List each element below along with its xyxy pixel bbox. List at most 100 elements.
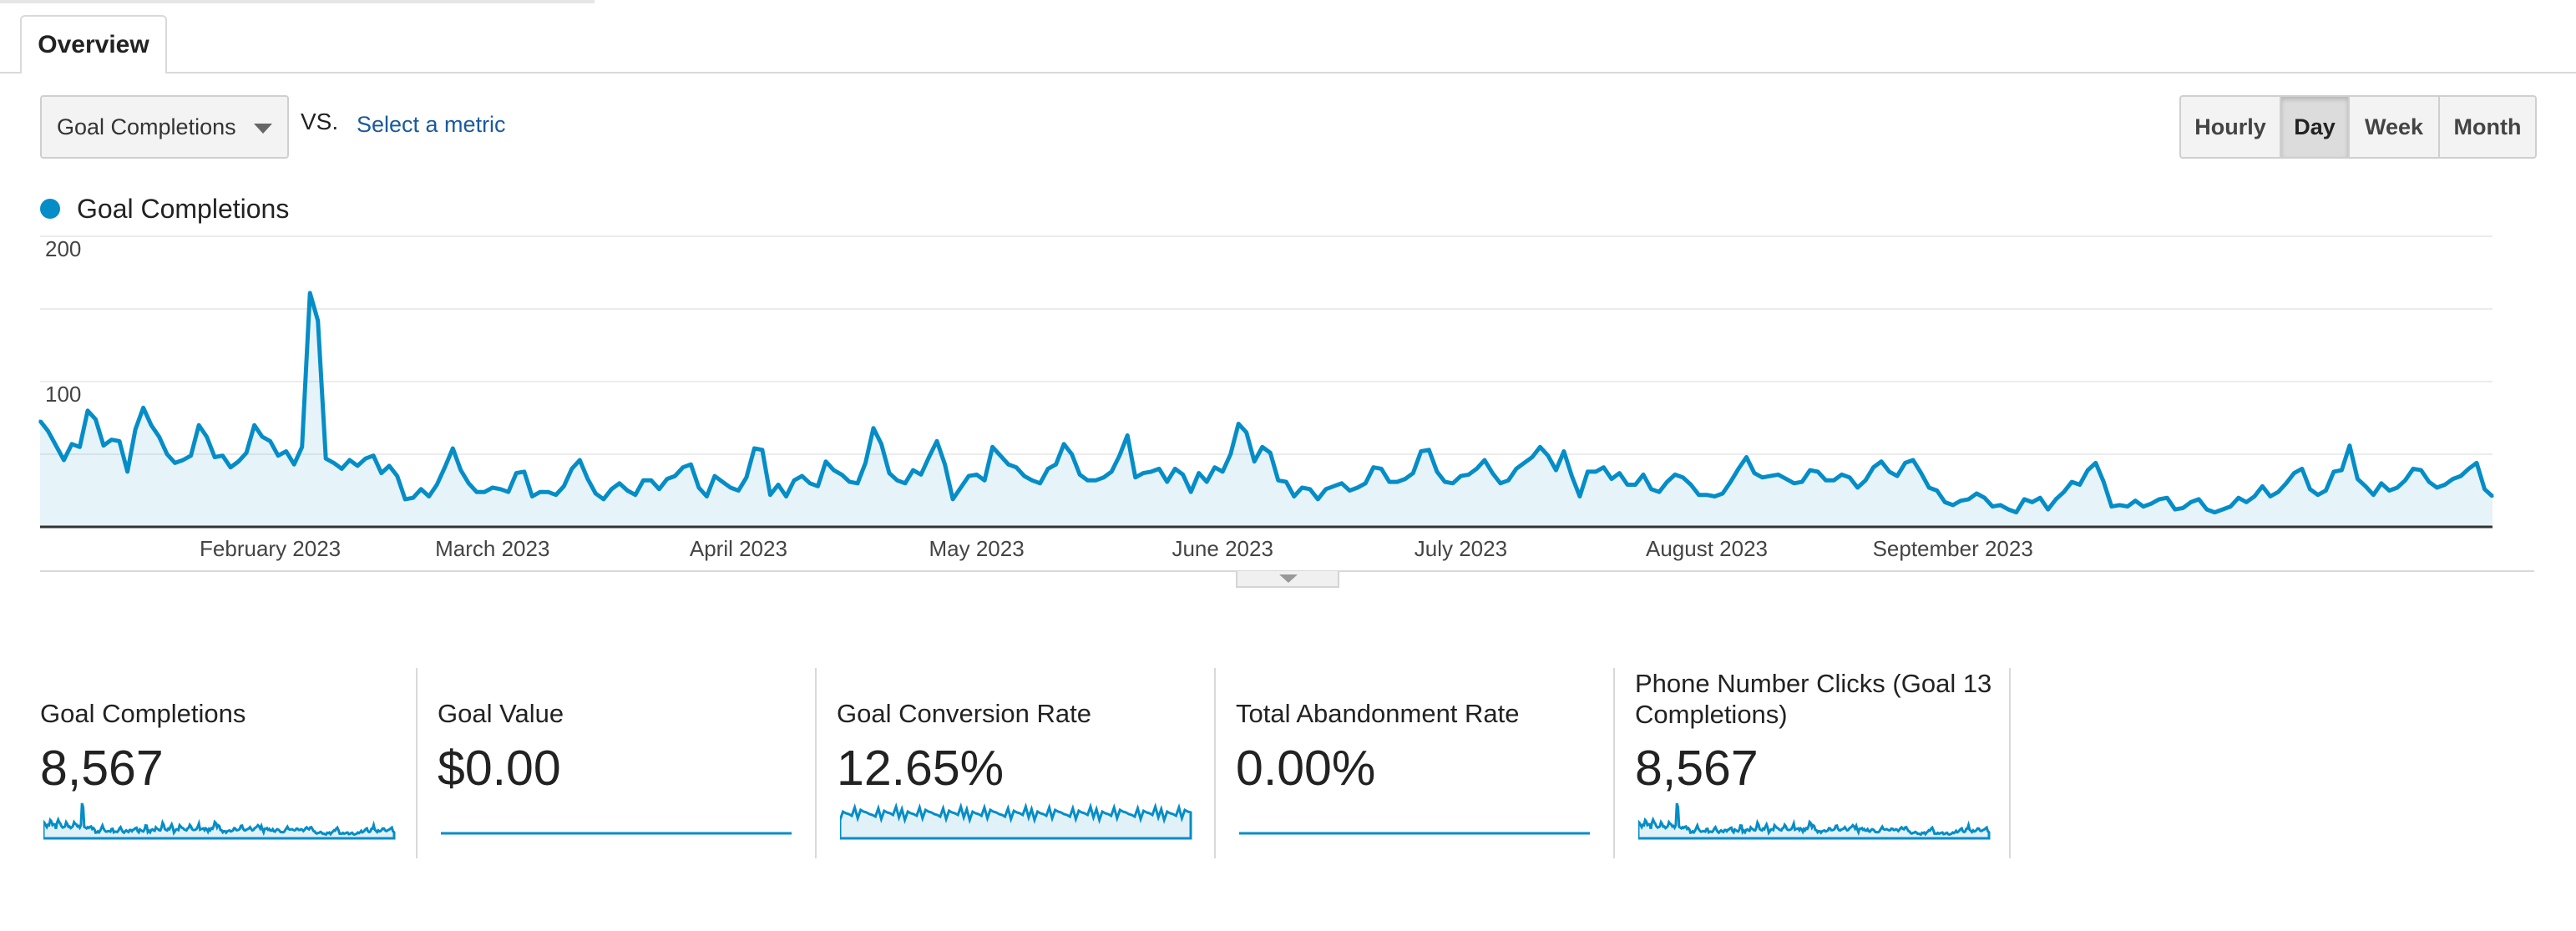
- x-tick-label: June 2023: [1172, 536, 1273, 561]
- data-point: [2253, 495, 2256, 498]
- tab-overview[interactable]: Overview: [20, 15, 167, 73]
- data-point: [2197, 498, 2200, 501]
- data-point: [833, 468, 835, 472]
- data-point: [54, 444, 58, 448]
- data-point: [1118, 454, 1121, 458]
- data-point: [1737, 467, 1740, 470]
- data-point: [285, 450, 288, 453]
- data-point: [2054, 498, 2057, 501]
- tab-bar-border: [0, 72, 2576, 73]
- scorecard-total-abandonment-rate[interactable]: Total Abandonment Rate 0.00%: [1236, 668, 1615, 858]
- data-point: [2213, 511, 2216, 514]
- data-point: [1395, 480, 1399, 483]
- data-point: [78, 445, 81, 448]
- data-point: [2371, 493, 2375, 497]
- data-point: [1761, 476, 1764, 479]
- data-point: [2078, 483, 2082, 486]
- data-point: [110, 438, 113, 442]
- data-point: [1626, 483, 1629, 486]
- data-point: [1554, 468, 1557, 472]
- granularity-month-button[interactable]: Month: [2438, 95, 2537, 159]
- metric-dropdown[interactable]: Goal Completions: [40, 95, 289, 159]
- data-point: [705, 495, 708, 498]
- select-metric-link[interactable]: Select a metric: [357, 112, 506, 137]
- sparkline-path: [1638, 802, 1991, 840]
- data-point: [2316, 493, 2320, 497]
- data-point: [586, 478, 590, 481]
- metric-dropdown-label: Goal Completions: [57, 114, 236, 139]
- data-point: [149, 423, 153, 427]
- scorecard-goal-completions[interactable]: Goal Completions 8,567: [40, 668, 418, 858]
- scorecard-phone-number-clicks[interactable]: Phone Number Clicks (Goal 13 Completions…: [1635, 668, 2011, 858]
- data-point: [340, 467, 343, 470]
- data-point: [554, 493, 558, 497]
- data-point: [1197, 472, 1201, 475]
- data-point: [2276, 490, 2280, 493]
- data-point: [546, 490, 549, 493]
- data-point: [412, 496, 415, 499]
- data-point: [1284, 480, 1288, 483]
- data-point: [1253, 460, 1256, 463]
- data-point: [1983, 496, 1986, 499]
- data-point: [1872, 466, 1875, 469]
- data-point: [1459, 474, 1462, 478]
- granularity-hourly-button[interactable]: Hourly: [2179, 95, 2281, 159]
- scorecard-title: Goal Value: [438, 699, 564, 728]
- data-point: [1205, 480, 1208, 483]
- data-point: [2110, 505, 2113, 509]
- sparkline-path: [840, 802, 1192, 840]
- data-point: [768, 493, 772, 497]
- data-point: [1451, 482, 1455, 485]
- scorecard-divider: [1613, 668, 1615, 858]
- x-tick-label: March 2023: [435, 536, 549, 561]
- data-point: [380, 472, 383, 475]
- data-point: [2158, 498, 2161, 501]
- data-point: [745, 476, 748, 479]
- data-point: [729, 486, 732, 489]
- data-point: [2062, 490, 2066, 493]
- data-point: [1864, 478, 1867, 482]
- data-point: [752, 447, 756, 450]
- data-point: [2332, 470, 2336, 473]
- data-point: [2483, 488, 2486, 491]
- data-point: [761, 448, 764, 452]
- data-point: [2387, 489, 2391, 492]
- data-point: [808, 482, 812, 485]
- data-point: [94, 417, 97, 421]
- sparkline-path: [43, 802, 396, 840]
- data-point: [2412, 467, 2415, 470]
- data-point: [2300, 467, 2304, 470]
- scorecard-goal-conversion-rate[interactable]: Goal Conversion Rate 12.65%: [837, 668, 1216, 858]
- data-point: [1277, 478, 1280, 482]
- granularity-week-button[interactable]: Week: [2348, 95, 2440, 159]
- y-tick-label: 100: [45, 382, 81, 407]
- data-point: [229, 466, 232, 469]
- y-tick-labels: 100 200: [45, 236, 81, 407]
- data-point: [2237, 496, 2240, 499]
- top-progress-line: [0, 0, 595, 3]
- collapse-chart-button[interactable]: [1236, 571, 1339, 588]
- y-tick-label: 200: [45, 236, 81, 261]
- data-point: [594, 492, 597, 495]
- data-point: [602, 498, 605, 501]
- data-point: [1379, 467, 1383, 470]
- data-point: [47, 429, 49, 433]
- data-point: [1316, 498, 1319, 501]
- data-point: [86, 409, 89, 412]
- data-point: [2436, 486, 2438, 489]
- data-point: [2038, 496, 2042, 499]
- scorecard-sparkline: [43, 802, 396, 840]
- data-point: [1920, 472, 1923, 475]
- data-point: [801, 474, 803, 478]
- data-point: [1134, 476, 1137, 479]
- chevron-down-icon: [1279, 574, 1298, 583]
- data-point: [983, 478, 986, 482]
- data-point: [625, 489, 629, 492]
- data-point: [935, 439, 939, 443]
- data-point: [1189, 490, 1192, 493]
- data-point: [2491, 495, 2494, 498]
- data-point: [618, 482, 621, 485]
- scorecard-goal-value[interactable]: Goal Value $0.00: [438, 668, 817, 858]
- series-points: [38, 291, 2494, 514]
- granularity-day-button[interactable]: Day: [2280, 95, 2350, 159]
